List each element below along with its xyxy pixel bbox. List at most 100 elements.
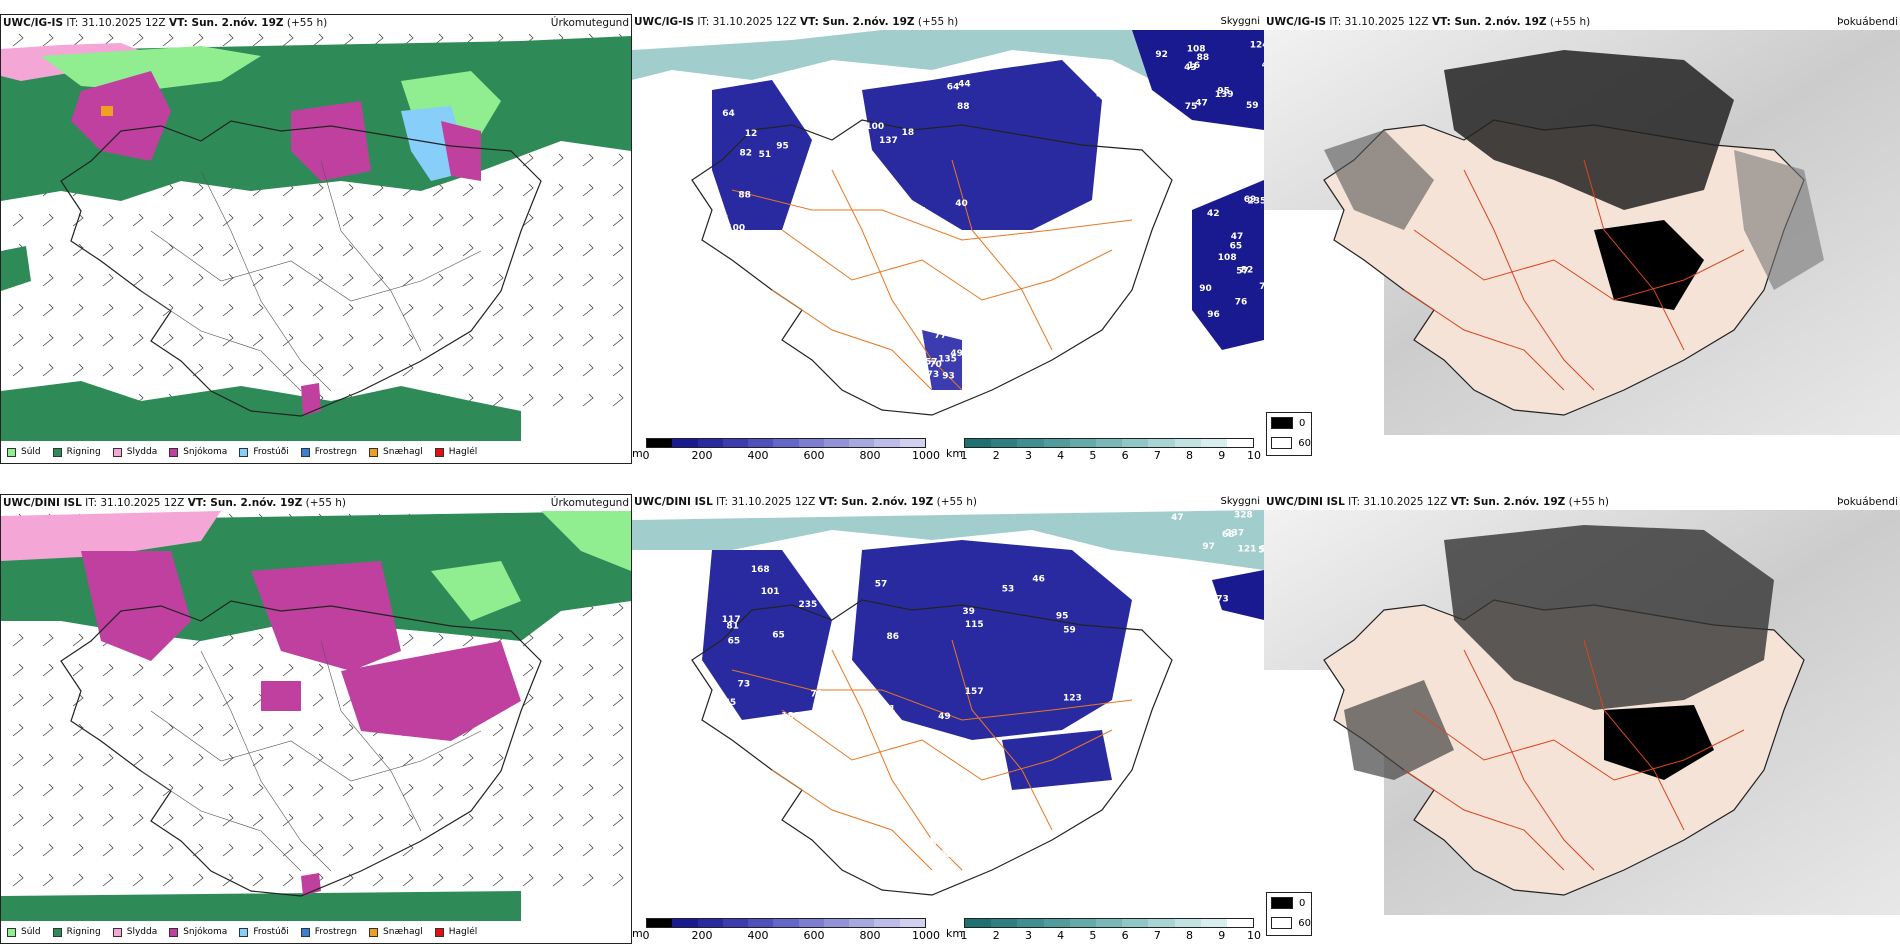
wind-barb <box>222 753 234 767</box>
wind-barb <box>102 663 114 677</box>
fog-index-panel-top: UWC/IG-IS IT: 31.10.2025 12Z VT: Sun. 2.… <box>1264 14 1900 464</box>
ceiling-label: 45 <box>950 318 963 328</box>
wind-barb <box>252 213 264 227</box>
ceiling-visibility-map: 123 137 124 108 111 100 88 88 90 77 97 124 108 47 49 64… <box>632 30 1265 416</box>
fog-key-row: 0 <box>1271 893 1311 913</box>
wind-barb <box>12 303 24 317</box>
wind-barb <box>252 273 264 287</box>
wind-barb <box>72 273 84 287</box>
wind-barb <box>432 633 444 647</box>
colorbar-tick: 1000 <box>912 449 940 462</box>
valid-time: VT: Sun. 2.nóv. 19Z <box>168 17 284 29</box>
ceiling-label: 18 <box>902 128 915 138</box>
wind-barb <box>42 723 54 737</box>
wind-barb <box>402 753 414 767</box>
wind-barb <box>132 723 144 737</box>
wind-barb <box>252 753 264 767</box>
ceiling-label: 328 <box>1234 511 1253 521</box>
wind-barb <box>132 753 144 767</box>
wind-barb <box>402 813 414 827</box>
wind-barb <box>132 873 144 887</box>
colorbar-tick: 1 <box>960 929 968 942</box>
wind-barb <box>612 813 624 827</box>
legend-swatch <box>112 927 122 937</box>
panel-header: UWC/DINI ISL IT: 31.10.2025 12Z VT: Sun.… <box>632 494 1264 510</box>
colorbar-cell <box>697 919 723 927</box>
wind-barb <box>522 183 534 197</box>
ceiling-label: 73 <box>738 680 751 690</box>
wind-barb <box>282 663 294 677</box>
wind-barb <box>192 303 204 317</box>
wind-barb <box>612 723 624 737</box>
ceiling-label: 123 <box>1063 694 1082 704</box>
ceiling-label: 235 <box>799 600 818 610</box>
wind-barb <box>12 753 24 767</box>
wind-barb <box>162 183 174 197</box>
wind-barb <box>252 663 264 677</box>
colorbar-tick: 3 <box>1024 449 1032 462</box>
ceiling-label: 101 <box>761 587 780 597</box>
legend-swatch <box>434 927 444 937</box>
ceiling-label: 77 <box>934 331 947 341</box>
wind-barb <box>282 723 294 737</box>
legend-item: Slydda <box>112 927 157 937</box>
wind-barb <box>462 273 474 287</box>
graupel-spot <box>101 106 113 116</box>
wind-barb <box>222 663 234 677</box>
colorbar-cell <box>849 439 875 447</box>
ceiling-label: 95 <box>1056 612 1069 622</box>
wind-barb <box>552 723 564 737</box>
issue-time: IT: 31.10.2025 12Z <box>1348 496 1448 508</box>
ceiling-label: 124 <box>1250 41 1264 51</box>
colorbar-tick: 9 <box>1218 449 1226 462</box>
ceiling-label: 95 <box>1217 86 1230 96</box>
ceiling-label: 235 <box>1248 196 1265 206</box>
wind-barb <box>162 213 174 227</box>
wind-barb <box>552 273 564 287</box>
wind-barb <box>522 273 534 287</box>
legend-swatch <box>300 447 310 457</box>
colorbar-cell <box>991 439 1018 447</box>
wind-barb <box>312 663 324 677</box>
wind-barb <box>162 813 174 827</box>
wind-barb <box>132 213 144 227</box>
wind-barb <box>582 153 594 167</box>
wind-barb <box>72 783 84 797</box>
legend-label: Rigning <box>66 927 101 937</box>
ceiling-label: 53 <box>1002 584 1015 594</box>
wind-barb <box>492 363 504 377</box>
wind-barb <box>462 783 474 797</box>
ceiling-ticks: 0 200 400 600 800 1000 <box>643 448 941 462</box>
wind-barb <box>462 333 474 347</box>
iceland-outline <box>60 120 542 417</box>
low-ceiling-north-mid <box>852 540 1132 740</box>
legend-label: Haglél <box>448 927 478 937</box>
wind-barb <box>222 333 234 347</box>
wind-barb <box>192 873 204 887</box>
ceiling-label: 49 <box>1262 61 1264 71</box>
wind-barb <box>312 723 324 737</box>
wind-barb <box>162 843 174 857</box>
wind-barb <box>12 213 24 227</box>
wind-barb <box>72 663 84 677</box>
wind-barb <box>402 783 414 797</box>
legend-swatch <box>300 927 310 937</box>
wind-barb <box>612 303 624 317</box>
legend-label: Snæhagl <box>383 927 423 937</box>
wind-barb <box>192 663 204 677</box>
legend-label: Frostúði <box>253 927 289 937</box>
ceiling-label: 100 <box>726 223 745 233</box>
wind-barb <box>42 213 54 227</box>
wind-barb <box>102 873 114 887</box>
wind-barb <box>342 813 354 827</box>
colorbar-cell <box>647 439 673 447</box>
wind-barb <box>132 243 144 257</box>
wind-barb <box>342 783 354 797</box>
colorbar-cell <box>1148 439 1175 447</box>
wind-barb <box>222 783 234 797</box>
colorbar-cell <box>849 919 875 927</box>
snow-area-west <box>261 681 301 711</box>
ceiling-label: 237 <box>1225 528 1244 538</box>
ceiling-label: 59 <box>1063 626 1076 636</box>
wind-barb <box>222 243 234 257</box>
